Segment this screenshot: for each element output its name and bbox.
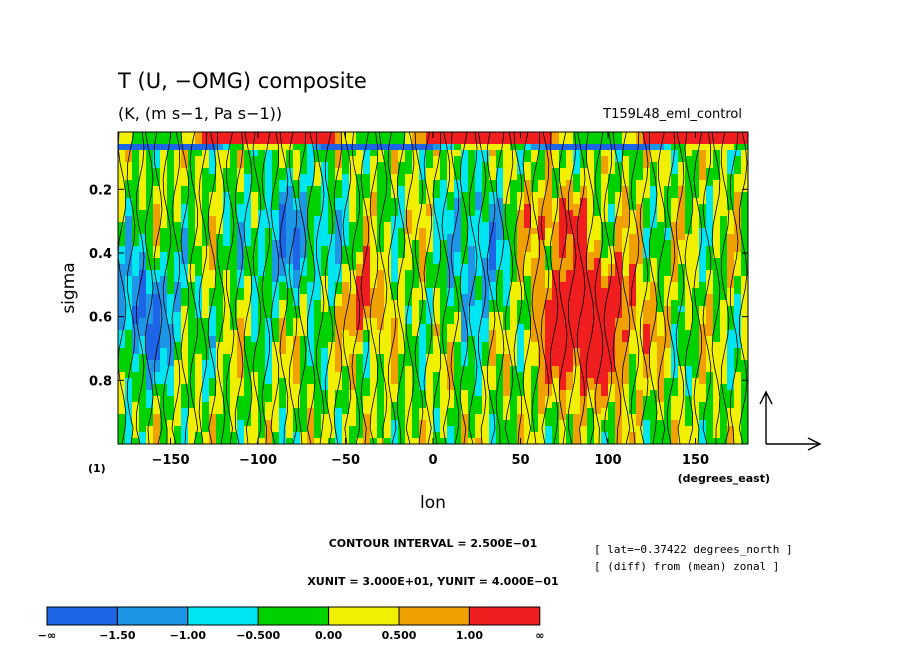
x-tick-label: −50 <box>331 453 360 468</box>
reference-vector <box>759 390 822 451</box>
colorbar-label: 0.500 <box>382 629 417 642</box>
colorbar-label: −0.500 <box>236 629 280 642</box>
y-tick-label: 0.6 <box>89 311 112 326</box>
x-tick-label: 50 <box>511 453 529 468</box>
colorbar-swatch <box>398 606 470 626</box>
panel-label: (1) <box>88 462 106 475</box>
colorbar-swatch <box>187 606 259 626</box>
chart-subtitle: (K, (m s−1, Pa s−1)) <box>118 104 282 123</box>
x-unit-label: (degrees_east) <box>678 472 770 485</box>
colorbar-swatch <box>328 606 400 626</box>
colorbar-label: 0.00 <box>315 629 342 642</box>
x-tick-label: −150 <box>151 453 189 468</box>
colorbar: −∞ −1.50 −1.00 −0.500 0.00 0.500 1.00 ∞ <box>38 606 544 642</box>
y-tick-label: 0.8 <box>89 374 112 389</box>
y-tick-label: 0.2 <box>89 183 112 198</box>
x-axis-label: lon <box>420 493 446 513</box>
x-tick-label: 0 <box>428 453 437 468</box>
shaded-field <box>118 132 748 444</box>
colorbar-label: −∞ <box>38 629 56 642</box>
y-tick-label: 0.4 <box>89 247 112 262</box>
lat-annotation: [ lat=−0.37422 degrees_north ] <box>594 543 793 556</box>
unit-vector-text: XUNIT = 3.000E+01, YUNIT = 4.000E−01 <box>307 575 558 588</box>
colorbar-label: ∞ <box>535 629 544 642</box>
colorbar-swatch <box>468 606 541 626</box>
chart-title: T (U, −OMG) composite <box>117 69 367 93</box>
contour-interval: CONTOUR INTERVAL = 2.500E−01 <box>329 537 538 550</box>
y-axis: 0.2 0.4 0.6 0.8 <box>89 183 748 389</box>
colorbar-label: 1.00 <box>456 629 483 642</box>
x-tick-label: −100 <box>239 453 277 468</box>
colorbar-label: −1.50 <box>99 629 136 642</box>
colorbar-swatch <box>257 606 330 626</box>
colorbar-swatch <box>116 606 189 626</box>
diff-annotation: [ (diff) from (mean) zonal ] <box>594 560 779 573</box>
contour-lines <box>118 132 748 444</box>
x-tick-label: 100 <box>594 453 621 468</box>
colorbar-label: −1.00 <box>170 629 207 642</box>
experiment-label: T159L48_eml_control <box>602 107 742 122</box>
x-tick-label: 150 <box>682 453 709 468</box>
x-axis: −150 −100 −50 0 50 100 150 <box>151 132 709 468</box>
colorbar-swatch <box>46 606 118 626</box>
y-axis-label: sigma <box>59 262 79 313</box>
